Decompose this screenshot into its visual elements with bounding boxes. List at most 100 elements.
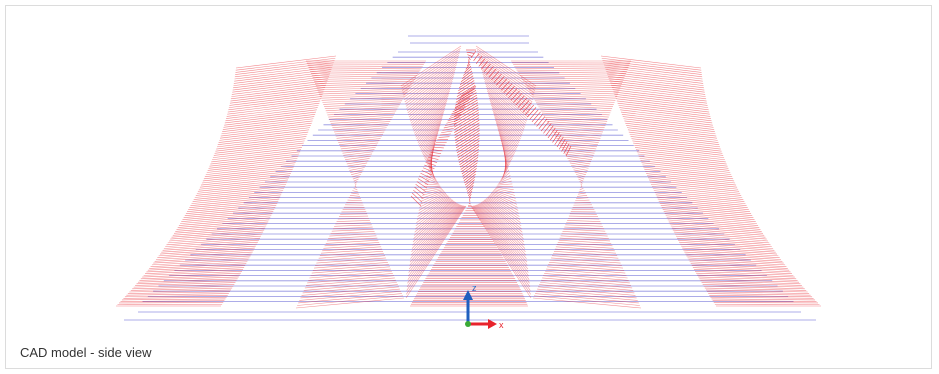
blade-hatch-line (338, 215, 369, 218)
blade-hatch-line (475, 204, 529, 273)
blade-hatch-line (409, 80, 453, 120)
blade-hatch-line (687, 257, 784, 264)
blade-hatch-line (540, 110, 610, 116)
blade-hatch-line (601, 57, 702, 71)
blade-hatch-line (406, 205, 466, 295)
blade-hatch-line (523, 80, 622, 84)
blade-hatch-line (655, 194, 746, 204)
blade-hatch-line (700, 280, 801, 285)
blade-hatch-line (193, 190, 284, 200)
blade-hatch-line (348, 164, 366, 169)
blade-hatch-line (409, 203, 460, 263)
blade-hatch-line (410, 83, 452, 122)
blade-hatch-line (319, 250, 384, 256)
blade-hatch-line (351, 171, 363, 176)
blade-hatch-line (405, 64, 457, 105)
blade-hatch-line (490, 193, 518, 208)
blade-hatch-line (461, 70, 473, 79)
blade-hatch-line (337, 217, 369, 220)
blade-hatch-line (499, 175, 511, 182)
blade-hatch-line (206, 162, 296, 173)
blade-hatch-line (615, 98, 709, 111)
blade-hatch-line (478, 58, 486, 67)
blade-hatch-line (418, 112, 444, 145)
blade-hatch-line (524, 82, 622, 87)
blade-hatch-line (477, 204, 528, 266)
blade-hatch-line (470, 205, 532, 299)
blade-hatch-line (575, 174, 586, 178)
blade-hatch-line (611, 87, 707, 100)
blade-hatch-line (127, 291, 230, 294)
blade-hatch-line (464, 173, 476, 184)
blade-hatch-line (556, 136, 564, 148)
blade-hatch-line (460, 85, 477, 97)
blade-hatch-line (496, 185, 514, 188)
blade-hatch-line (491, 71, 500, 81)
blade-hatch-line (557, 242, 613, 247)
blade-hatch-line (235, 60, 335, 73)
blade-hatch-line (538, 118, 548, 129)
blade-hatch-line (198, 179, 289, 190)
blade-hatch-line (461, 162, 478, 175)
blade-hatch-line (423, 185, 441, 188)
blade-hatch-line (418, 194, 448, 214)
blade-hatch-line (343, 151, 374, 156)
blade-hatch-line (174, 225, 267, 234)
blade-hatch-line (455, 127, 480, 144)
blade-hatch-line (454, 122, 480, 139)
blade-hatch-line (481, 61, 488, 70)
blade-hatch-line (408, 205, 463, 277)
blade-hatch-line (195, 186, 286, 196)
blade-hatch-line (352, 176, 360, 180)
blade-hatch-line (326, 108, 398, 114)
blade-hatch-line (545, 118, 607, 124)
blade-hatch-line (412, 92, 450, 130)
blade-hatch-line (464, 176, 476, 186)
blade-hatch-line (607, 75, 704, 89)
blade-hatch-line (521, 77, 624, 80)
blade-hatch-line (663, 211, 755, 220)
blade-hatch-line (330, 118, 392, 124)
blade-hatch-line (493, 112, 519, 145)
blade-hatch-line (492, 109, 520, 143)
blade-hatch-line (531, 111, 541, 123)
blade-hatch-line (228, 96, 322, 108)
blade-hatch-line (312, 75, 418, 78)
blade-hatch-line (642, 164, 732, 175)
blade-hatch-line (476, 204, 529, 270)
blade-hatch-line (351, 174, 362, 178)
blade-hatch-line (335, 222, 371, 225)
blade-hatch-line (312, 264, 389, 271)
blade-hatch-line (569, 162, 590, 167)
blade-hatch-line (473, 205, 530, 284)
blade-hatch-line (166, 237, 261, 246)
blade-hatch-line (420, 191, 445, 202)
blade-hatch-line (222, 120, 313, 132)
blade-hatch-line (543, 114, 608, 120)
blade-hatch-line (459, 154, 479, 168)
blade-hatch-line (232, 78, 329, 91)
blade-hatch-line (555, 136, 600, 141)
blade-hatch-line (486, 66, 494, 75)
blade-hatch-line (129, 289, 232, 293)
blade-hatch-line (649, 181, 740, 192)
blade-hatch-line (500, 172, 510, 181)
axis-triad: z x (463, 283, 504, 330)
blade-hatch-line (556, 138, 599, 143)
blade-hatch-line (567, 158, 592, 163)
blade-hatch-line (536, 102, 613, 107)
blade-hatch-line (429, 154, 440, 157)
blade-hatch-line (210, 153, 300, 165)
blade-hatch-line (189, 198, 280, 208)
blade-hatch-line (503, 83, 513, 93)
blade-hatch-line (402, 52, 460, 94)
blade-hatch-line (208, 158, 298, 169)
blade-hatch-line (426, 140, 437, 164)
blade-hatch-line (145, 269, 244, 274)
blade-hatch-line (321, 96, 405, 101)
blade-hatch-line (467, 188, 473, 194)
blade-hatch-line (656, 196, 747, 206)
blade-hatch-line (558, 239, 612, 244)
blade-hatch-line (486, 197, 521, 224)
blade-hatch-line (182, 211, 274, 220)
